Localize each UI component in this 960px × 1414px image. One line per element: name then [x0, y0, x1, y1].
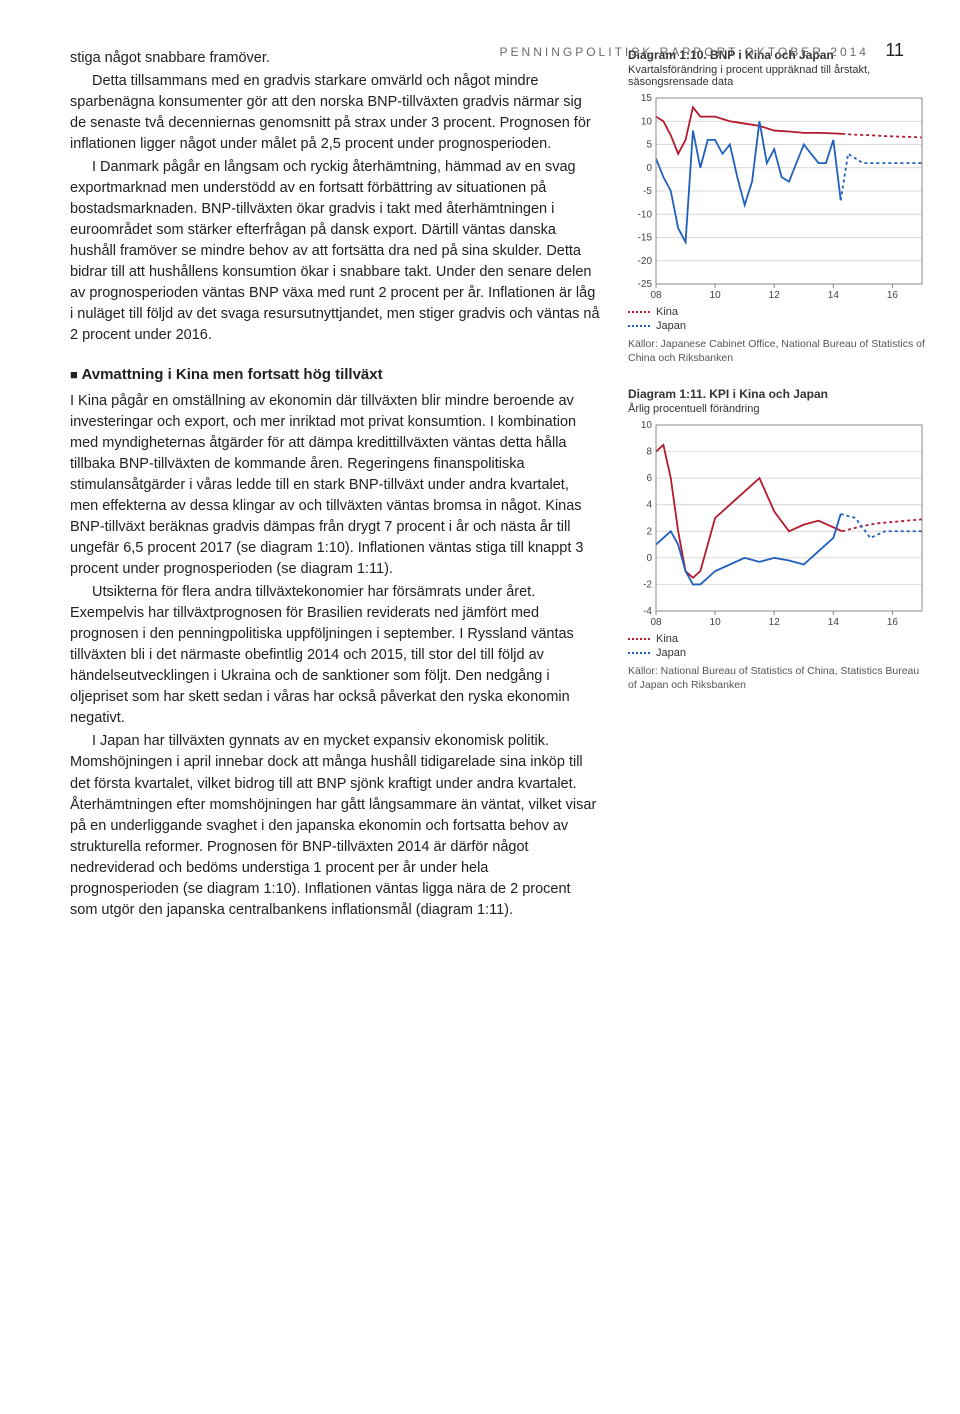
fig2-number: Diagram 1:11. [628, 387, 706, 401]
svg-text:10: 10 [710, 617, 722, 628]
svg-text:10: 10 [641, 420, 653, 431]
svg-text:8: 8 [646, 447, 652, 458]
body-p4: I Kina pågår en omställning av ekonomin … [70, 391, 600, 580]
svg-text:12: 12 [769, 617, 781, 628]
fig1-legend-swatch-kina [628, 311, 650, 313]
fig2-legend-kina: Kina [656, 633, 678, 645]
main-column: stiga något snabbare framöver. Detta til… [70, 48, 600, 923]
svg-text:14: 14 [828, 617, 840, 628]
body-p6: I Japan har tillväxten gynnats av en myc… [70, 731, 600, 920]
fig1-legend-japan: Japan [656, 320, 686, 332]
fig1-legend: Kina Japan [628, 306, 928, 332]
body-p2: Detta tillsammans med en gradvis starkar… [70, 71, 600, 155]
svg-text:0: 0 [646, 553, 652, 564]
svg-text:0: 0 [646, 163, 652, 174]
svg-text:5: 5 [646, 140, 652, 151]
fig1-chart: -25 -20 -15 -10 -5 0 5 10 15 08 10 12 14 16 [628, 92, 928, 302]
fig2-legend-swatch-japan [628, 652, 650, 654]
svg-text:-20: -20 [638, 256, 653, 267]
svg-text:6: 6 [646, 473, 652, 484]
fig2-chart: -4 -2 0 2 4 6 8 10 08 10 12 14 16 [628, 419, 928, 629]
svg-text:16: 16 [887, 617, 899, 628]
figure-1-10: Diagram 1:10. BNP i Kina och Japan Kvart… [628, 48, 928, 365]
page: stiga något snabbare framöver. Detta til… [0, 0, 960, 983]
svg-text:12: 12 [769, 290, 781, 301]
svg-text:08: 08 [650, 290, 662, 301]
fig2-source: Källor: National Bureau of Statistics of… [628, 665, 928, 692]
svg-text:-25: -25 [638, 279, 653, 290]
body-p3: I Danmark pågår en långsam och ryckig åt… [70, 157, 600, 346]
fig1-legend-kina: Kina [656, 306, 678, 318]
svg-text:10: 10 [710, 290, 722, 301]
svg-text:10: 10 [641, 116, 653, 127]
fig1-source: Källor: Japanese Cabinet Office, Nationa… [628, 338, 928, 365]
fig2-legend: Kina Japan [628, 633, 928, 659]
fig2-title: KPI i Kina och Japan [709, 387, 828, 401]
side-column: Diagram 1:10. BNP i Kina och Japan Kvart… [628, 48, 928, 923]
svg-text:-15: -15 [638, 233, 653, 244]
svg-text:16: 16 [887, 290, 899, 301]
fig2-legend-japan: Japan [656, 647, 686, 659]
figure-1-11: Diagram 1:11. KPI i Kina och Japan Årlig… [628, 387, 928, 692]
fig2-legend-swatch-kina [628, 638, 650, 640]
body-p5: Utsikterna för flera andra tillväxtekono… [70, 582, 600, 729]
svg-text:4: 4 [646, 500, 652, 511]
section-heading: Avmattning i Kina men fortsatt hög tillv… [70, 366, 600, 383]
svg-text:08: 08 [650, 617, 662, 628]
running-title: PENNINGPOLITISK RAPPORT OKTOBER 2014 [500, 45, 869, 59]
svg-text:15: 15 [641, 93, 653, 104]
svg-text:-2: -2 [643, 580, 652, 591]
svg-text:14: 14 [828, 290, 840, 301]
svg-text:2: 2 [646, 527, 652, 538]
svg-text:-10: -10 [638, 209, 653, 220]
running-head: PENNINGPOLITISK RAPPORT OKTOBER 2014 11 [500, 40, 904, 61]
page-number: 11 [885, 40, 904, 60]
fig2-subtitle: Årlig procentuell förändring [628, 403, 928, 415]
fig1-subtitle: Kvartalsförändring i procent uppräknad t… [628, 64, 928, 88]
svg-text:-4: -4 [643, 606, 652, 617]
svg-text:-5: -5 [643, 186, 652, 197]
fig1-legend-swatch-japan [628, 325, 650, 327]
